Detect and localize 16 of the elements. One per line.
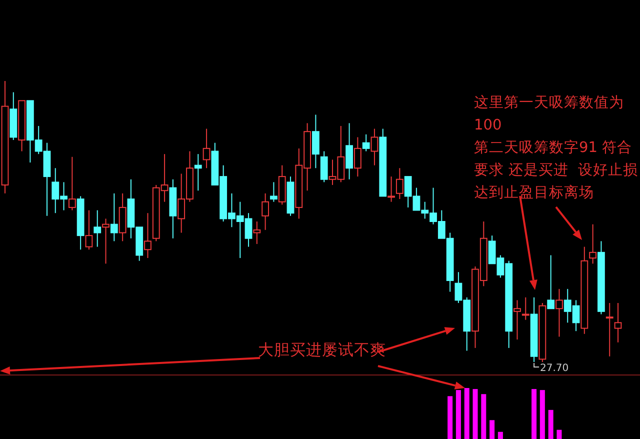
bar: [498, 432, 503, 439]
bar: [556, 430, 562, 439]
bar: [490, 420, 495, 439]
annotation: 第二天吸筹数字91 符合: [474, 139, 632, 156]
bar: [464, 388, 470, 439]
bar: [532, 389, 537, 439]
bar: [548, 410, 554, 439]
annotation: 达到止盈目标离场: [474, 184, 594, 201]
bar: [448, 396, 453, 439]
bar: [472, 389, 478, 439]
bar: [481, 394, 486, 439]
annotation: 100: [474, 118, 502, 134]
annotation: 要求 还是买进 设好止损: [474, 162, 638, 178]
text: 27.70: [540, 363, 569, 374]
annotation: 这里第一天吸筹数值为: [474, 94, 624, 111]
bar: [540, 390, 545, 439]
